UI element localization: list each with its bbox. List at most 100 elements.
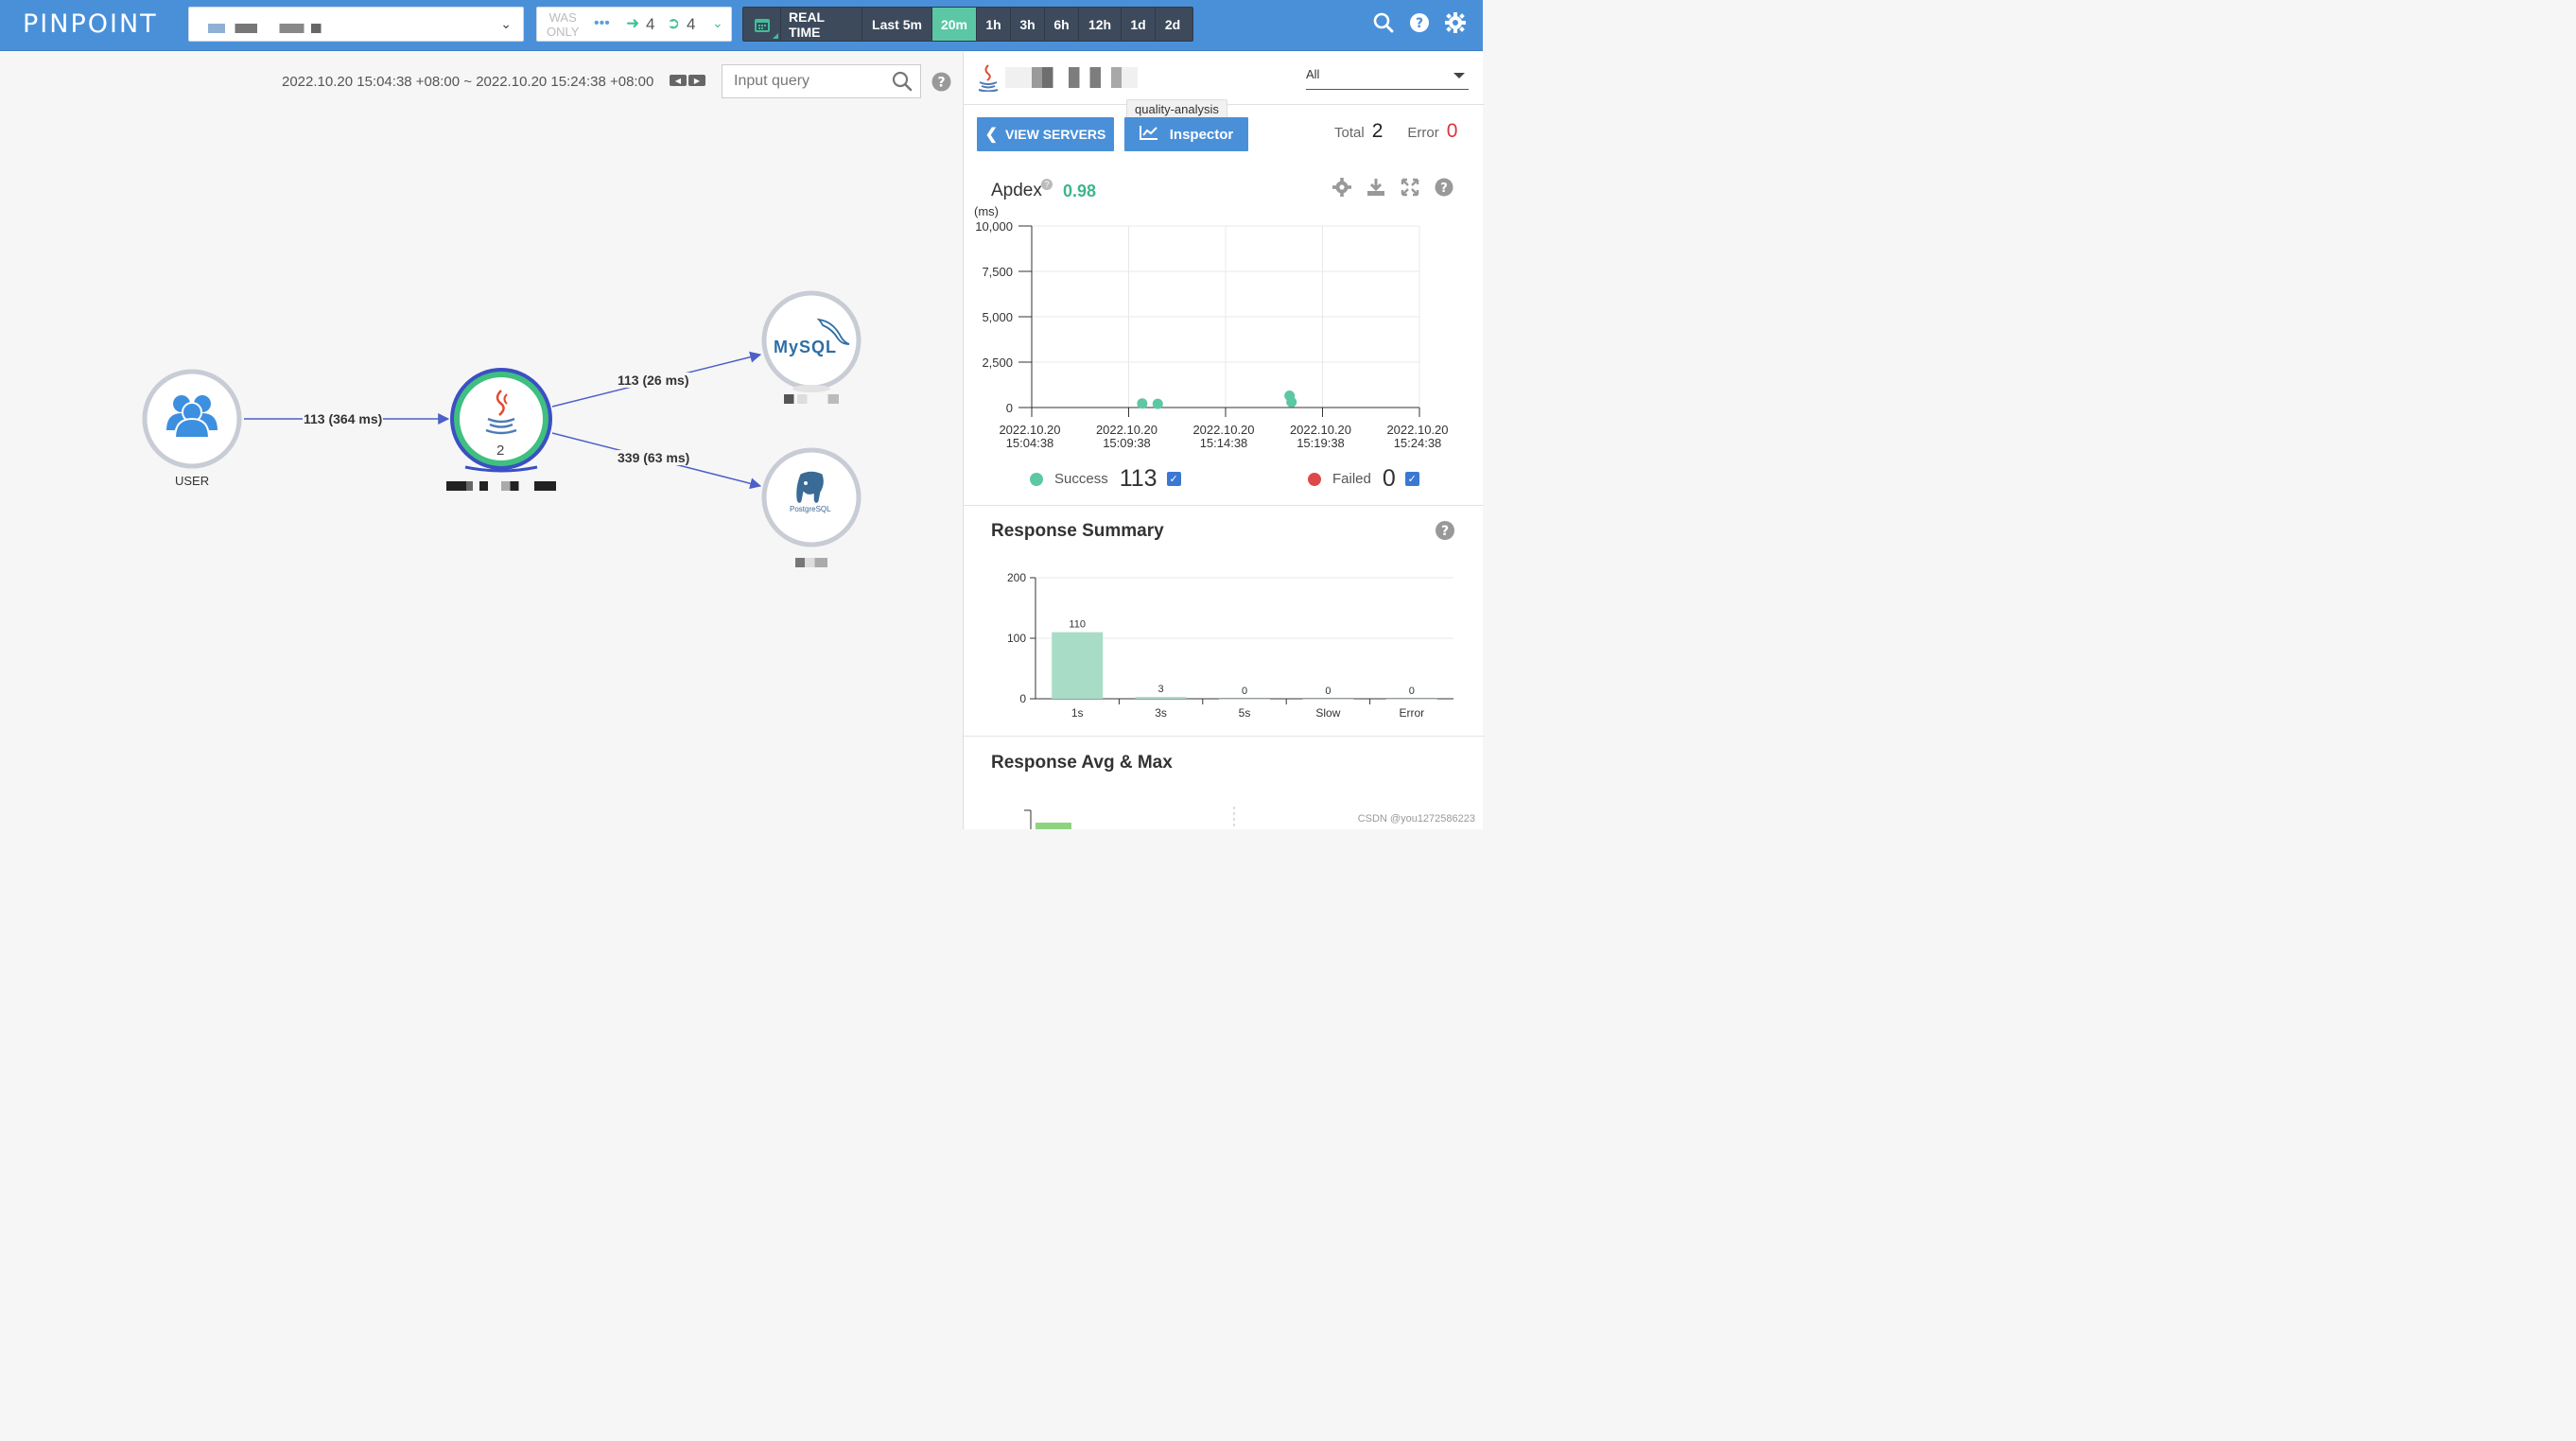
detail-panel: All quality-analysis ❮ VIEW SERVERS Insp… — [963, 52, 1484, 829]
search-icon[interactable] — [1373, 12, 1394, 33]
x-tick-label-time: 15:24:38 — [1394, 436, 1442, 450]
edge-label-app-to-postgres[interactable]: 339 (63 ms) — [617, 450, 691, 465]
edge-label-app-to-mysql[interactable]: 113 (26 ms) — [617, 373, 690, 388]
response-avg-max-title: Response Avg & Max — [991, 753, 1173, 773]
download-icon[interactable] — [1366, 178, 1385, 197]
bar-value-label: 0 — [1325, 686, 1331, 697]
postgresql-node — [761, 447, 862, 547]
was-only-toggle[interactable]: WAS ONLY — [547, 10, 580, 39]
success-checkbox[interactable]: ✓ — [1166, 472, 1181, 486]
expand-icon[interactable] — [1401, 178, 1419, 197]
agent-totals: Total 2 Error 0 — [1334, 120, 1457, 143]
period-navigation[interactable]: ◀ ▶ — [670, 75, 705, 86]
x-tick-label-time: 15:09:38 — [1103, 436, 1151, 450]
time-range-bar: REAL TIME Last 5m 20m 1h 3h 6h 12h 1d 2d — [742, 7, 1193, 42]
user-node-label: USER — [175, 474, 210, 488]
java-icon — [485, 390, 517, 435]
range-real-time[interactable]: REAL TIME — [781, 8, 862, 41]
divider — [964, 736, 1484, 737]
x-tick-label: Slow — [1315, 706, 1340, 720]
scatter-point — [1152, 398, 1163, 409]
chevron-down-icon: ⌄ — [500, 16, 512, 31]
application-select[interactable]: ⌄ — [188, 7, 524, 42]
bar — [1052, 632, 1104, 699]
y-tick-label: 7,500 — [982, 265, 1013, 279]
mysql-dolphin-icon — [816, 318, 850, 345]
response-time-scatter-chart[interactable]: (ms)10,0007,5005,0002,50002022.10.2015:0… — [964, 203, 1484, 459]
bar-value-label: 3 — [1158, 684, 1164, 695]
range-1d[interactable]: 1d — [1122, 8, 1156, 41]
bar — [1135, 697, 1187, 699]
previous-period-icon[interactable]: ◀ — [670, 75, 687, 86]
calendar-icon[interactable] — [743, 8, 781, 41]
java-icon — [977, 63, 1000, 96]
x-tick-label-date: 2022.10.20 — [1290, 423, 1351, 437]
node-dots-icon[interactable]: ••• — [594, 15, 610, 31]
legend-failed: Failed 0 ✓ — [1308, 465, 1419, 493]
help-icon[interactable]: ? — [931, 72, 951, 96]
users-icon — [166, 395, 218, 439]
range-1h[interactable]: 1h — [977, 8, 1011, 41]
y-tick-label: 10,000 — [975, 219, 1013, 234]
bar-value-label: 0 — [1242, 686, 1247, 697]
redacted-postgresql-name — [795, 558, 827, 567]
query-input[interactable] — [722, 65, 883, 97]
x-tick-label: 3s — [1155, 706, 1167, 720]
bar-value-label: 0 — [1409, 686, 1415, 697]
success-label: Success — [1054, 471, 1108, 487]
redacted-application-name — [1005, 67, 1138, 88]
edge-label-user-to-app[interactable]: 113 (364 ms) — [303, 411, 384, 426]
help-icon[interactable]: ? — [1435, 178, 1453, 197]
pinpoint-logo[interactable]: PINPOINT — [23, 9, 158, 39]
user-node — [142, 369, 242, 469]
range-6h[interactable]: 6h — [1045, 8, 1079, 41]
response-summary-chart[interactable]: 200 100 0 110 1s 3 3s 0 5s 0 Slow 0 Error — [964, 553, 1484, 733]
x-tick-label-date: 2022.10.20 — [999, 423, 1060, 437]
next-period-icon[interactable]: ▶ — [688, 75, 705, 86]
apdex-help-icon[interactable]: ? — [1041, 179, 1053, 190]
y-tick-label: 5,000 — [982, 310, 1013, 324]
chevron-down-icon[interactable]: ⌄ — [712, 15, 723, 30]
help-icon[interactable]: ? — [1409, 12, 1430, 33]
help-icon[interactable]: ? — [1435, 520, 1455, 541]
was-filter-box[interactable]: WAS ONLY ••• ➜ 4 ➲ 4 ⌄ — [536, 7, 732, 42]
range-20m[interactable]: 20m — [932, 8, 977, 41]
server-map[interactable]: 2022.10.20 15:04:38 +08:00 ~ 2022.10.20 … — [0, 52, 963, 829]
range-2d[interactable]: 2d — [1164, 16, 1181, 32]
outbound-depth[interactable]: 4 — [687, 15, 696, 33]
view-servers-button[interactable]: ❮ VIEW SERVERS — [977, 117, 1114, 151]
inbound-depth[interactable]: 4 — [646, 15, 655, 33]
postgresql-logo-text: PostgreSQL — [790, 505, 831, 513]
range-last-5m[interactable]: Last 5m — [862, 8, 932, 41]
total-label: Total — [1334, 125, 1365, 141]
instance-count: 2 — [496, 443, 505, 459]
watermark: CSDN @you1272586223 — [1357, 813, 1475, 825]
x-tick-label-time: 15:14:38 — [1200, 436, 1248, 450]
y-tick-label: 0 — [1006, 401, 1013, 415]
mysql-logo-text: MySQL — [774, 338, 838, 356]
apdex-value: 0.98 — [1063, 182, 1097, 200]
gear-icon[interactable] — [1332, 178, 1351, 197]
x-tick-label-time: 15:04:38 — [1006, 436, 1054, 450]
gear-icon[interactable] — [1445, 12, 1466, 33]
scatter-point — [1137, 398, 1148, 409]
inspector-button[interactable]: Inspector — [1124, 117, 1248, 151]
success-dot-icon — [1030, 472, 1043, 486]
chevron-down-icon — [1453, 73, 1465, 78]
x-tick-label-time: 15:19:38 — [1297, 436, 1345, 450]
x-tick-label-date: 2022.10.20 — [1386, 423, 1448, 437]
svg-text:?: ? — [1440, 182, 1448, 196]
time-period: 2022.10.20 15:04:38 +08:00 ~ 2022.10.20 … — [282, 74, 654, 90]
y-axis-unit: (ms) — [974, 204, 999, 218]
agent-filter-select[interactable]: All — [1306, 67, 1469, 90]
error-value: 0 — [1446, 120, 1458, 142]
line-chart-icon — [1139, 125, 1158, 144]
query-box — [722, 64, 921, 98]
range-12h[interactable]: 12h — [1079, 8, 1122, 41]
bar — [1302, 699, 1354, 700]
range-3h[interactable]: 3h — [1011, 8, 1045, 41]
bar — [1385, 699, 1437, 700]
failed-checkbox[interactable]: ✓ — [1404, 472, 1419, 486]
outbound-icon: ➲ — [667, 14, 681, 32]
search-icon[interactable] — [892, 71, 913, 96]
